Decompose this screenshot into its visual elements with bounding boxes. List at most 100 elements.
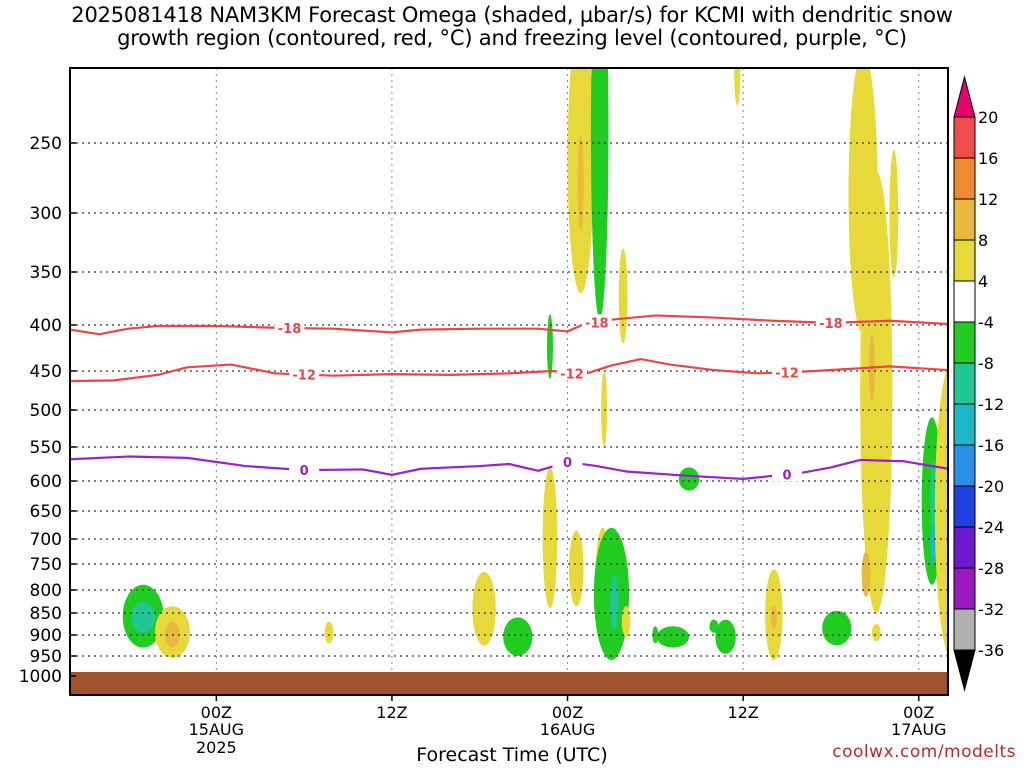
chart-title-line2: growth region (contoured, red, °C) and f… [117, 26, 907, 50]
chart-title: 2025081418 NAM3KM Forecast Omega (shaded… [0, 4, 1024, 50]
omega-region [678, 467, 700, 491]
contour-lines [70, 314, 948, 481]
colorbar-segment [953, 444, 976, 487]
colorbar-label: -16 [978, 436, 1004, 455]
x-tick-label: 00Z [201, 703, 232, 722]
colorbar-segment [953, 198, 976, 241]
colorbar-segment [953, 485, 976, 528]
colorbar-segment [953, 362, 976, 405]
x-tick-label: 00Z [552, 703, 583, 722]
y-tick-label: 950 [30, 647, 62, 667]
grid-lines [70, 68, 948, 672]
colorbar-segment [953, 608, 976, 651]
omega-region [871, 624, 881, 642]
omega-region [860, 171, 893, 613]
colorbar-label: -28 [978, 559, 1004, 578]
colorbar-segment [953, 157, 976, 200]
omega-region [734, 68, 741, 106]
colorbar-label: -4 [978, 313, 994, 332]
credit-text: coolwx.com/modelts [832, 742, 1016, 762]
colorbar-label: -36 [978, 641, 1004, 660]
contour-label-bg [556, 365, 587, 381]
y-tick-label: 1000 [19, 667, 62, 687]
omega-region [542, 467, 558, 609]
omega-region [822, 610, 852, 646]
contour-label: 0 [300, 464, 309, 479]
x-tick-date: 16AUG [540, 720, 595, 739]
colorbar-label: -12 [978, 395, 1004, 414]
contour-labels: -18 -18 -18 -12 -12 -12 0 0 0 [274, 314, 846, 483]
omega-region [618, 248, 628, 344]
colorbar-label: 16 [978, 149, 998, 168]
ground-strip [70, 672, 948, 695]
y-tick-label: 450 [30, 362, 62, 382]
x-axis-label: Forecast Time (UTC) [416, 744, 608, 766]
x-tick-date: 15AUG [189, 720, 244, 739]
omega-region [577, 135, 584, 231]
contour-label-bg [552, 453, 583, 469]
contour-label-bg [289, 462, 320, 478]
x-tick-label: 00Z [903, 703, 934, 722]
colorbar-label: -8 [978, 354, 994, 373]
omega-region [861, 551, 871, 597]
contour-label: -18 [585, 316, 609, 331]
omega-region [652, 626, 659, 644]
omega-region [656, 626, 689, 648]
contour-dgz [70, 357, 948, 383]
contour-label: -18 [278, 322, 302, 337]
colorbar-bottom-arrow [953, 649, 976, 692]
x-tick-year: 2025 [196, 738, 237, 757]
omega-region [770, 606, 777, 629]
y-tick-label: 900 [30, 626, 62, 646]
omega-region [609, 574, 619, 631]
colorbar-segment [953, 116, 976, 159]
colorbar-label: -20 [978, 477, 1004, 496]
y-tick-label: 500 [30, 401, 62, 421]
omega-region [930, 522, 937, 564]
colorbar-segment [953, 567, 976, 610]
colorbar-top-arrow [953, 75, 976, 118]
omega-region [715, 619, 736, 654]
x-tick-label: 12Z [376, 703, 407, 722]
colorbar-label: -24 [978, 518, 1004, 537]
y-tick-label: 800 [30, 581, 62, 601]
omega-region [131, 601, 155, 633]
contour-label: -12 [560, 368, 584, 383]
y-tick-label: 250 [30, 134, 62, 154]
omega-region [889, 150, 899, 278]
omega-shading [122, 68, 948, 661]
omega-region [621, 606, 631, 638]
omega-region [503, 617, 533, 656]
pressure-axis: 2503003504004505005506006507007508008509… [19, 134, 76, 687]
contour-label-bg [772, 466, 803, 482]
colorbar-segment [953, 321, 976, 364]
contour-label: 0 [783, 468, 792, 483]
y-tick-label: 600 [30, 472, 62, 492]
colorbar: 20 16 12 8 4 -4 -8 -12 -16 -20 -24 -28 -32 -36 [953, 75, 1004, 692]
y-tick-label: 850 [30, 604, 62, 624]
colorbar-segment [953, 526, 976, 569]
x-tick-label: 12Z [727, 703, 758, 722]
colorbar-label: 4 [978, 272, 988, 291]
plot-frame [69, 67, 949, 696]
colorbar-segment [953, 403, 976, 446]
contour-label-bg [274, 319, 305, 335]
y-tick-label: 750 [30, 555, 62, 575]
omega-region [324, 621, 334, 644]
omega-region [709, 619, 719, 633]
colorbar-label: 8 [978, 231, 988, 250]
contour-freezing-level [70, 455, 948, 481]
colorbar-segment [953, 239, 976, 282]
contour-label: -12 [775, 366, 799, 381]
omega-region [601, 371, 608, 447]
colorbar-label: -32 [978, 600, 1004, 619]
contour-dgz [70, 314, 948, 336]
contour-label: 0 [563, 456, 572, 471]
chart-title-line1: 2025081418 NAM3KM Forecast Omega (shaded… [71, 3, 953, 27]
colorbar-segment [953, 280, 976, 323]
y-tick-label: 300 [30, 204, 62, 224]
contour-label-bg [289, 366, 320, 382]
omega-region [568, 530, 584, 607]
colorbar-label: 20 [978, 108, 998, 127]
